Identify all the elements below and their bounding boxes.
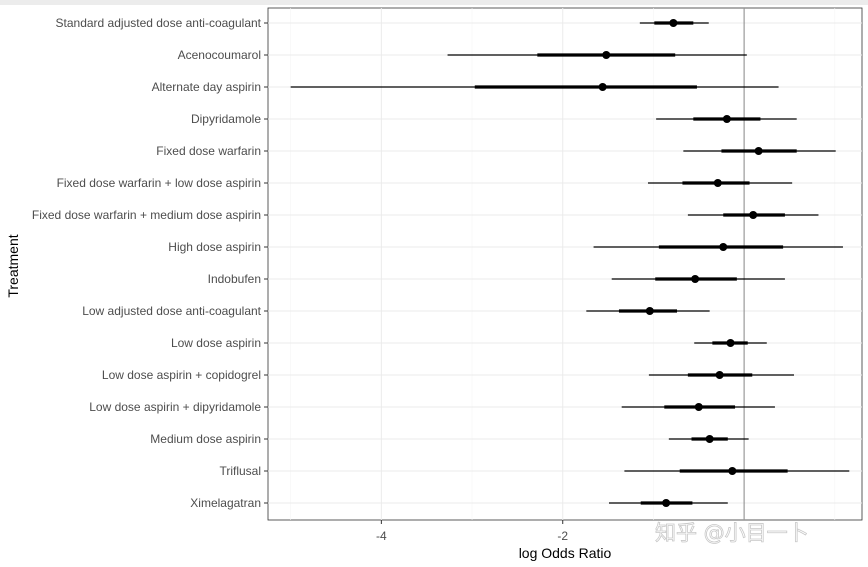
category-label: High dose aspirin	[168, 240, 261, 254]
category-label: Acenocoumarol	[178, 48, 261, 62]
point-estimate	[669, 19, 678, 27]
category-label: Fixed dose warfarin + low dose aspirin	[57, 176, 261, 190]
point-estimate	[749, 211, 758, 219]
point-estimate	[715, 371, 724, 379]
x-tick-label: -2	[557, 529, 568, 543]
category-label: Dipyridamole	[191, 112, 261, 126]
category-label: Low adjusted dose anti-coagulant	[82, 304, 261, 318]
category-label: Low dose aspirin + copidogrel	[102, 368, 261, 382]
point-estimate	[722, 115, 731, 123]
x-tick-marks	[380, 520, 564, 524]
top-border	[0, 0, 868, 5]
category-label: Ximelagatran	[190, 496, 261, 510]
point-estimate	[719, 243, 728, 251]
watermark: 知乎 @小目一卜	[655, 521, 809, 545]
interval-marks	[290, 19, 850, 507]
category-label: Low dose aspirin + dipyridamole	[89, 400, 261, 414]
category-label: Fixed dose warfarin + medium dose aspiri…	[32, 208, 261, 222]
x-axis-title: log Odds Ratio	[519, 545, 612, 561]
point-estimate	[694, 403, 703, 411]
point-estimate	[691, 275, 700, 283]
category-label: Standard adjusted dose anti-coagulant	[56, 16, 262, 30]
category-label: Alternate day aspirin	[152, 80, 261, 94]
point-estimate	[705, 435, 714, 443]
point-estimate	[662, 499, 671, 507]
point-estimate	[602, 51, 611, 59]
category-label: Triflusal	[219, 464, 261, 478]
category-label: Low dose aspirin	[171, 336, 261, 350]
y-tick-marks	[264, 22, 268, 504]
point-estimate	[728, 467, 737, 475]
category-label: Indobufen	[208, 272, 261, 286]
point-estimate	[598, 83, 607, 91]
minor-gridlines	[290, 8, 836, 520]
plot-panel	[267, 7, 863, 521]
x-tick-label: -4	[376, 529, 387, 543]
category-label: Fixed dose warfarin	[156, 144, 261, 158]
point-estimate	[726, 339, 735, 347]
point-estimate	[713, 179, 722, 187]
y-axis-title: Treatment	[5, 234, 21, 297]
point-estimate	[754, 147, 763, 155]
x-tick-labels: -4 -2	[376, 529, 568, 543]
category-label: Medium dose aspirin	[150, 432, 261, 446]
y-tick-labels: Standard adjusted dose anti-coagulant Ace…	[32, 16, 262, 510]
point-estimate	[645, 307, 654, 315]
